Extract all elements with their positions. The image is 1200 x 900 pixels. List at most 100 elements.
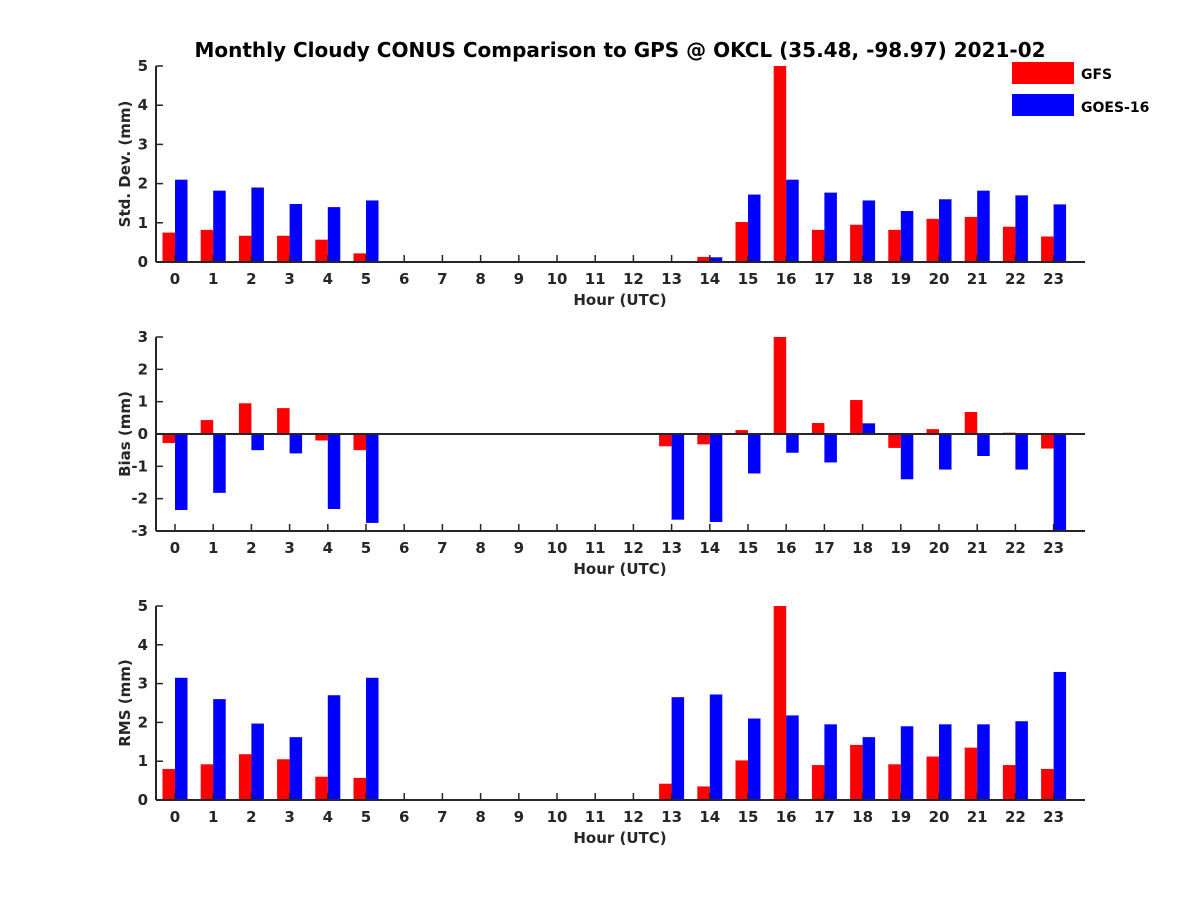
x-tick-label-1: 8 [475,539,485,557]
x-tick-label-1: 21 [967,539,988,557]
y-tick-label-2: 1 [138,752,148,770]
bar-p0-gfs-19 [888,229,901,262]
bar-p0-gfs-22 [1002,226,1016,262]
bar-p2-gfs-14 [697,786,710,800]
bar-p2-gfs-13 [659,783,672,800]
bar-p0-gfs-20 [926,218,939,262]
x-tick-label-2: 20 [929,808,950,826]
bar-p0-gfs-3 [277,235,290,262]
bar-p2-goes16-20 [939,724,952,800]
x-tick-label-2: 1 [208,808,218,826]
bar-p2-goes16-15 [748,718,761,800]
bar-p0-gfs-15 [735,222,748,262]
y-axis-label-1: Bias (mm) [116,391,134,477]
bar-p1-gfs-21 [964,412,978,434]
x-tick-label-0: 3 [284,270,294,288]
x-tick-label-2: 4 [323,808,333,826]
y-tick-label-2: 0 [138,791,148,809]
x-tick-label-1: 15 [738,539,759,557]
bar-p1-goes16-0 [175,434,188,510]
x-tick-label-2: 14 [699,808,720,826]
x-tick-label-0: 9 [514,270,524,288]
bar-p1-gfs-2 [238,403,252,434]
y-tick-label-1: 3 [138,328,148,346]
bar-p2-gfs-16 [773,606,787,800]
bar-p1-goes16-23 [1053,434,1067,531]
bar-p0-goes16-0 [175,179,188,262]
bar-p0-gfs-1 [200,229,214,262]
bar-p1-goes16-19 [900,434,914,480]
x-tick-label-0: 18 [852,270,873,288]
bar-p1-goes16-22 [1015,434,1028,470]
y-axis-label-0: Std. Dev. (mm) [116,101,134,228]
x-tick-label-0: 0 [170,270,180,288]
x-tick-label-2: 3 [284,808,294,826]
x-tick-label-2: 7 [437,808,447,826]
x-tick-label-0: 8 [475,270,485,288]
x-tick-label-0: 15 [738,270,759,288]
bar-p1-gfs-1 [200,420,214,434]
bar-p1-gfs-16 [773,337,787,434]
x-tick-label-1: 5 [361,539,371,557]
bar-p1-gfs-14 [697,434,710,445]
bar-p1-gfs-13 [659,434,672,447]
x-axis-label-1: Hour (UTC) [573,560,666,578]
bar-p2-goes16-23 [1053,671,1067,800]
x-tick-label-0: 17 [814,270,835,288]
bar-p2-goes16-2 [251,723,264,800]
x-tick-label-1: 23 [1043,539,1064,557]
bar-p1-goes16-3 [289,434,303,454]
x-tick-label-0: 5 [361,270,371,288]
bar-p1-gfs-3 [277,408,290,434]
x-tick-label-0: 14 [699,270,720,288]
x-tick-label-1: 19 [890,539,911,557]
x-tick-label-0: 19 [890,270,911,288]
bar-p1-goes16-5 [366,434,379,523]
y-tick-label-1: -3 [131,522,148,540]
x-tick-label-2: 16 [776,808,797,826]
chart-legend: GFS GOES-16 [1012,62,1149,116]
bar-p0-goes16-23 [1053,204,1067,262]
bar-p0-goes16-15 [748,194,761,262]
bar-p1-goes16-16 [786,434,799,453]
x-tick-label-2: 2 [246,808,256,826]
bar-p2-goes16-18 [862,737,876,800]
bar-p0-goes16-5 [366,200,379,262]
x-tick-label-2: 13 [661,808,682,826]
y-axis-label-2: RMS (mm) [116,659,134,746]
x-tick-label-1: 17 [814,539,835,557]
legend-swatch-gfs [1012,62,1074,84]
x-tick-label-1: 9 [514,539,524,557]
x-tick-label-0: 4 [323,270,333,288]
x-tick-label-1: 0 [170,539,180,557]
x-tick-label-1: 11 [585,539,606,557]
bar-p0-gfs-14 [697,256,710,262]
y-tick-label-2: 4 [138,636,148,654]
y-tick-label-0: 2 [138,175,148,193]
bar-p2-gfs-0 [162,768,175,800]
bar-p2-goes16-14 [709,694,723,800]
x-tick-label-1: 2 [246,539,256,557]
x-tick-label-0: 12 [623,270,644,288]
bar-p0-gfs-16 [773,66,787,262]
legend-label-gfs: GFS [1081,67,1112,83]
x-tick-label-2: 0 [170,808,180,826]
x-tick-label-2: 8 [475,808,485,826]
bar-p2-gfs-15 [735,760,748,800]
x-tick-label-2: 12 [623,808,644,826]
bar-p0-goes16-18 [862,200,876,262]
bar-p2-gfs-19 [888,764,901,800]
y-tick-label-1: 2 [138,360,148,378]
bar-p0-gfs-17 [811,229,825,262]
bar-p2-gfs-2 [238,754,252,800]
x-tick-label-0: 6 [399,270,409,288]
bar-p0-goes16-4 [327,207,341,262]
x-tick-label-2: 6 [399,808,409,826]
x-tick-label-0: 11 [585,270,606,288]
bar-p1-goes16-15 [748,434,761,474]
y-tick-label-1: 0 [138,425,148,443]
bar-p0-goes16-1 [213,190,226,262]
bar-p2-gfs-17 [811,765,825,800]
